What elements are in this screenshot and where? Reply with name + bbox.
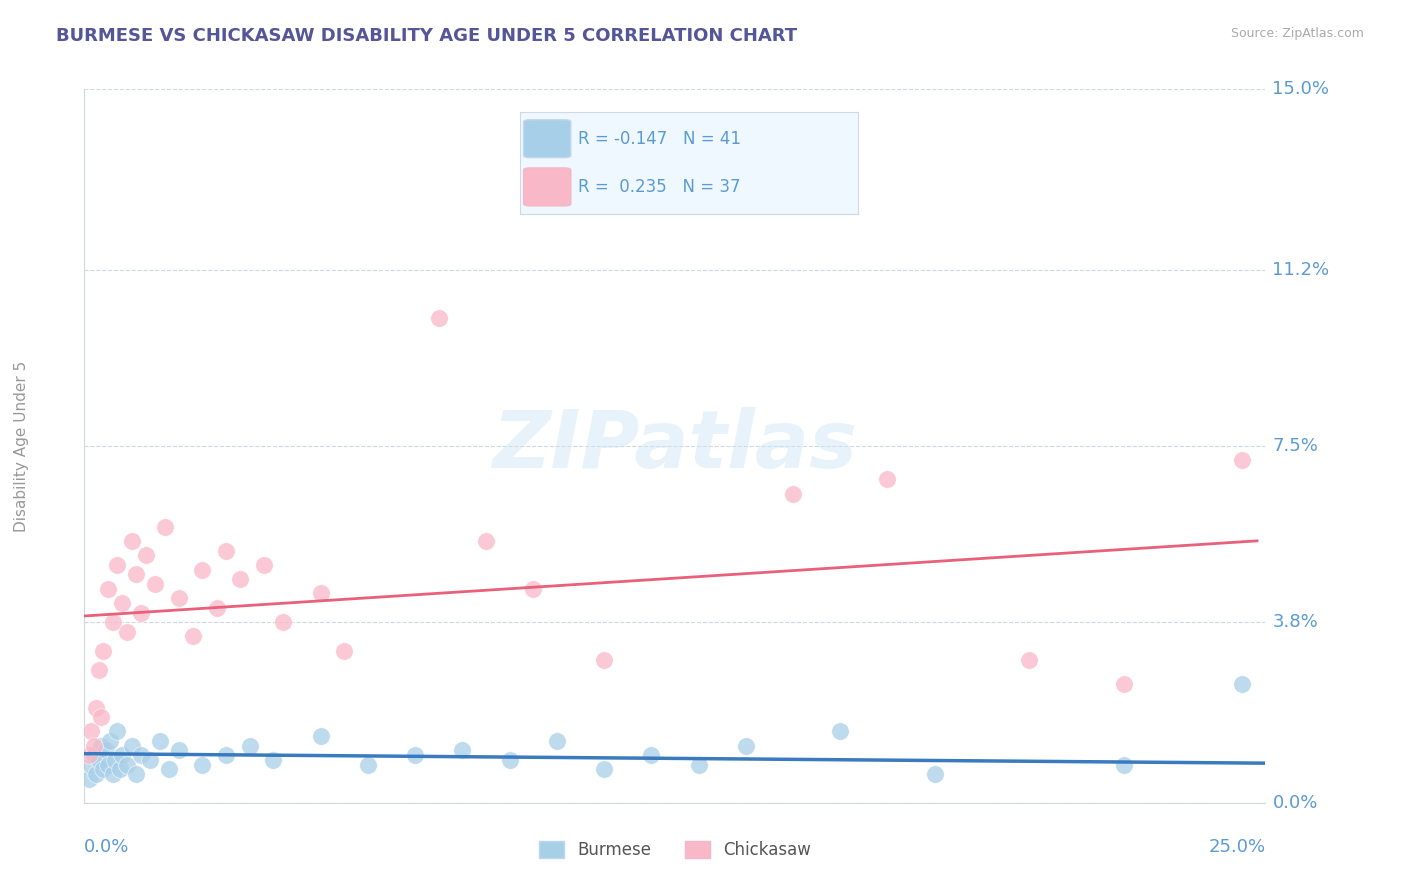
Point bbox=[830, 724, 852, 739]
Point bbox=[157, 763, 180, 777]
Point bbox=[77, 748, 100, 763]
Point bbox=[640, 748, 662, 763]
Text: 0.0%: 0.0% bbox=[84, 838, 129, 856]
Text: Disability Age Under 5: Disability Age Under 5 bbox=[14, 360, 28, 532]
Point bbox=[111, 748, 134, 763]
Point bbox=[167, 591, 190, 606]
Point bbox=[125, 567, 148, 582]
Point bbox=[97, 757, 120, 772]
Point bbox=[101, 767, 124, 781]
Point bbox=[262, 753, 284, 767]
Point bbox=[143, 577, 166, 591]
Text: 25.0%: 25.0% bbox=[1208, 838, 1265, 856]
Point bbox=[83, 748, 105, 763]
Point bbox=[121, 534, 143, 549]
Point bbox=[90, 710, 112, 724]
Point bbox=[181, 629, 204, 643]
Point bbox=[1112, 677, 1135, 691]
Text: R = -0.147   N = 41: R = -0.147 N = 41 bbox=[578, 130, 741, 148]
Point bbox=[139, 753, 162, 767]
Point bbox=[77, 772, 100, 786]
Point bbox=[593, 653, 616, 667]
Point bbox=[191, 563, 214, 577]
Point bbox=[108, 763, 131, 777]
Point bbox=[107, 558, 129, 572]
Point bbox=[167, 743, 190, 757]
Point bbox=[215, 543, 238, 558]
Point bbox=[404, 748, 426, 763]
Point bbox=[121, 739, 143, 753]
Point bbox=[309, 586, 332, 600]
Point bbox=[271, 615, 294, 629]
Point bbox=[91, 643, 114, 657]
Point bbox=[309, 729, 332, 743]
Text: 3.8%: 3.8% bbox=[1272, 613, 1319, 631]
Point bbox=[688, 757, 710, 772]
Point bbox=[83, 739, 105, 753]
Point bbox=[129, 606, 152, 620]
Point bbox=[149, 734, 172, 748]
Point bbox=[87, 663, 110, 677]
Point bbox=[427, 310, 450, 325]
Point bbox=[475, 534, 498, 549]
Point bbox=[80, 757, 103, 772]
Point bbox=[451, 743, 474, 757]
Text: BURMESE VS CHICKASAW DISABILITY AGE UNDER 5 CORRELATION CHART: BURMESE VS CHICKASAW DISABILITY AGE UNDE… bbox=[56, 27, 797, 45]
Point bbox=[115, 624, 138, 639]
Point bbox=[205, 600, 228, 615]
Point bbox=[253, 558, 276, 572]
Text: 11.2%: 11.2% bbox=[1272, 261, 1330, 279]
Point bbox=[876, 472, 898, 486]
Text: R =  0.235   N = 37: R = 0.235 N = 37 bbox=[578, 178, 740, 196]
Text: 0.0%: 0.0% bbox=[1272, 794, 1317, 812]
Text: 15.0%: 15.0% bbox=[1272, 80, 1330, 98]
Point bbox=[734, 739, 756, 753]
Point bbox=[90, 739, 112, 753]
Text: 7.5%: 7.5% bbox=[1272, 437, 1319, 455]
Point bbox=[101, 615, 124, 629]
Point bbox=[80, 724, 103, 739]
Point bbox=[782, 486, 804, 500]
Point bbox=[153, 520, 176, 534]
Point bbox=[91, 763, 114, 777]
Point bbox=[135, 549, 157, 563]
Point bbox=[593, 763, 616, 777]
Point bbox=[97, 582, 120, 596]
Point bbox=[215, 748, 238, 763]
Point bbox=[546, 734, 568, 748]
Point bbox=[107, 724, 129, 739]
Point bbox=[84, 700, 107, 714]
Point bbox=[94, 743, 117, 757]
Point bbox=[357, 757, 380, 772]
Point bbox=[104, 753, 127, 767]
FancyBboxPatch shape bbox=[523, 120, 571, 158]
Point bbox=[115, 757, 138, 772]
Point bbox=[229, 572, 252, 586]
Point bbox=[125, 767, 148, 781]
Text: ZIPatlas: ZIPatlas bbox=[492, 407, 858, 485]
Point bbox=[924, 767, 946, 781]
Point bbox=[1112, 757, 1135, 772]
Point bbox=[1230, 677, 1253, 691]
Legend: Burmese, Chickasaw: Burmese, Chickasaw bbox=[533, 834, 817, 866]
Point bbox=[498, 753, 520, 767]
Point bbox=[1230, 453, 1253, 467]
Point bbox=[84, 767, 107, 781]
Point bbox=[239, 739, 262, 753]
Point bbox=[191, 757, 214, 772]
FancyBboxPatch shape bbox=[523, 168, 571, 206]
Point bbox=[98, 734, 121, 748]
Point bbox=[87, 753, 110, 767]
Point bbox=[522, 582, 544, 596]
Point bbox=[111, 596, 134, 610]
Text: Source: ZipAtlas.com: Source: ZipAtlas.com bbox=[1230, 27, 1364, 40]
Point bbox=[1018, 653, 1040, 667]
Point bbox=[333, 643, 356, 657]
Point bbox=[129, 748, 152, 763]
